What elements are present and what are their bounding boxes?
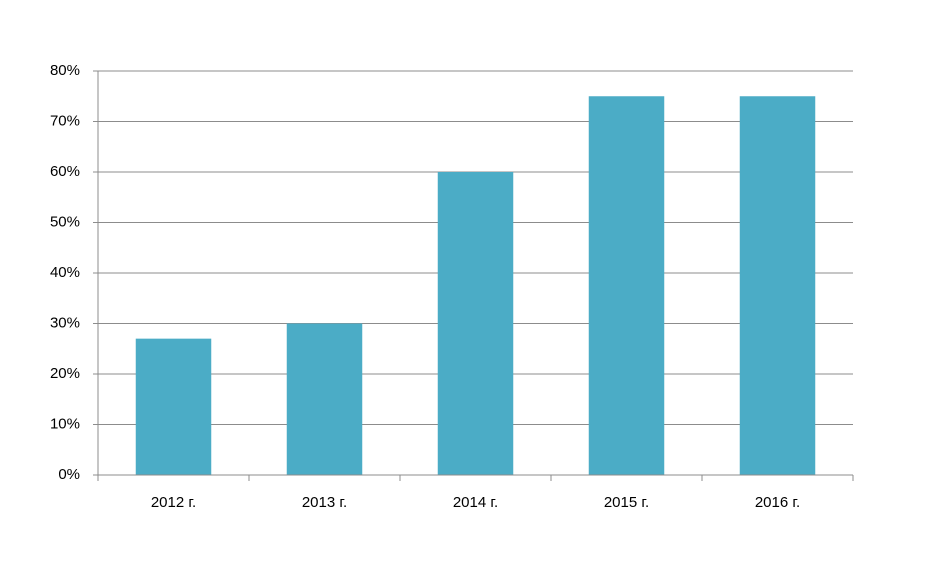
bar (437, 172, 514, 475)
x-tick-label: 2012 г. (151, 494, 196, 511)
x-tick-label: 2015 г. (604, 494, 649, 511)
y-tick-label: 40% (50, 264, 80, 281)
y-tick-label: 20% (50, 365, 80, 382)
bar (739, 96, 816, 475)
bar (135, 338, 212, 475)
y-tick-label: 0% (58, 466, 80, 483)
x-tick-label: 2013 г. (302, 494, 347, 511)
y-tick-label: 30% (50, 314, 80, 331)
bar (588, 96, 665, 475)
y-tick-label: 80% (50, 62, 80, 79)
bar (286, 323, 363, 475)
x-tick-label: 2014 г. (453, 494, 498, 511)
y-tick-label: 60% (50, 163, 80, 180)
x-tick-label: 2016 г. (755, 494, 800, 511)
y-tick-label: 50% (50, 213, 80, 230)
y-tick-label: 10% (50, 415, 80, 432)
y-tick-label: 70% (50, 112, 80, 129)
